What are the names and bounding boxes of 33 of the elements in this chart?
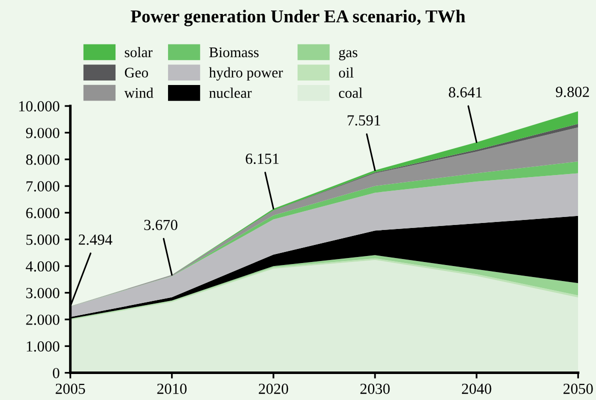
y-tick-label: 10.000	[19, 101, 60, 112]
y-tick-label: 1.000	[26, 341, 60, 352]
y-tick-label: 7.000	[26, 181, 60, 192]
x-tick-label: 2010	[157, 384, 187, 394]
legend-label: solar	[124, 46, 153, 58]
y-tick-label: 9.000	[26, 128, 60, 138]
x-tick-label: 2005	[56, 384, 86, 394]
y-tick-label: 6.000	[26, 208, 60, 218]
legend-label: coal	[338, 88, 362, 98]
x-tick-label: 2050	[564, 384, 593, 394]
legend-label: Geo	[124, 68, 148, 78]
annotation: 8.641	[448, 87, 482, 98]
x-tick-label: 2040	[462, 384, 492, 394]
annotation: 3.670	[144, 220, 178, 230]
y-tick-label: 4.000	[26, 261, 60, 272]
legend-label: Biomass	[209, 47, 259, 58]
annotation: 6.151	[246, 154, 279, 164]
legend-label: hydro power	[209, 67, 283, 81]
y-tick-label: 2.000	[26, 314, 60, 325]
annotation: 7.591	[348, 115, 380, 126]
legend-label: wind	[124, 88, 154, 98]
y-tick-label: 3.000	[26, 288, 60, 298]
y-tick-label: 8.000	[26, 154, 60, 165]
y-tick-label: 0	[52, 368, 60, 378]
chart-title: Power generation Under EA scenario, TWh	[130, 10, 466, 26]
legend-label: nuclear	[209, 88, 252, 98]
y-tick-label: 5.000	[26, 234, 60, 245]
x-tick-label: 2030	[360, 384, 390, 394]
annotation: 2.494	[78, 234, 112, 245]
legend-label: gas	[339, 50, 358, 60]
x-tick-label: 2020	[258, 384, 288, 394]
annotation: 9.802	[556, 86, 589, 98]
legend-label: oil	[338, 67, 354, 78]
